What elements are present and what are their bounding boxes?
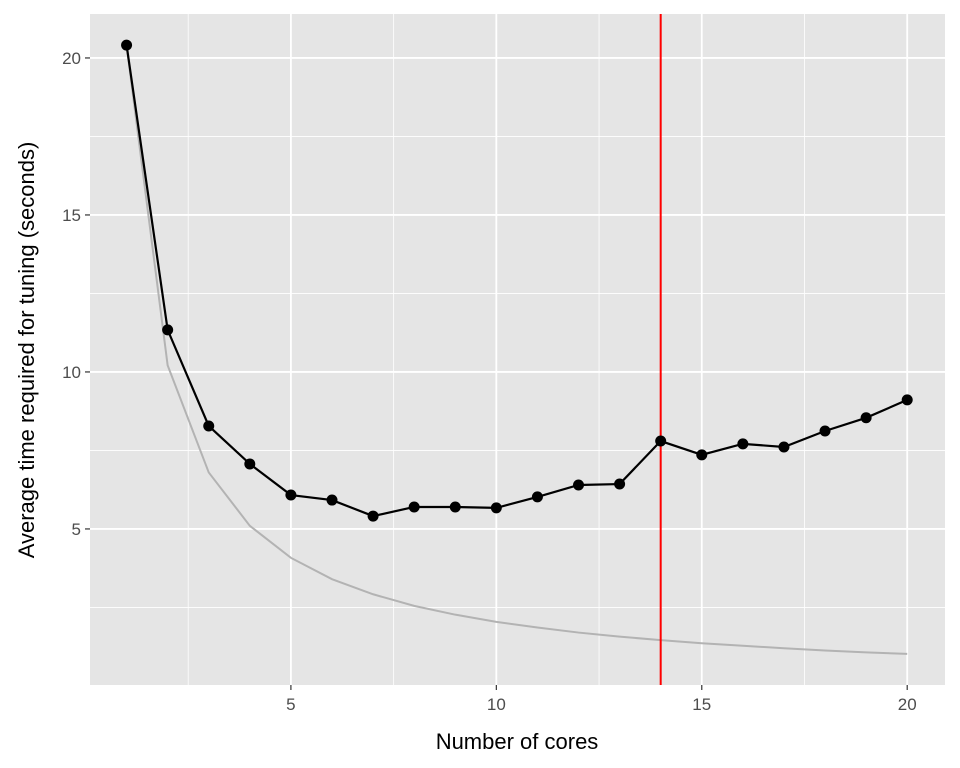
plot-panel bbox=[90, 14, 945, 685]
data-point bbox=[490, 502, 502, 514]
y-tick-label: 5 bbox=[72, 520, 81, 539]
series-line-measured bbox=[125, 44, 908, 518]
data-point bbox=[737, 438, 749, 450]
gridlines bbox=[90, 14, 945, 685]
data-point bbox=[203, 420, 215, 432]
series-line-ideal bbox=[125, 44, 908, 655]
data-point bbox=[121, 39, 133, 51]
data-point bbox=[696, 449, 708, 461]
data-point bbox=[573, 479, 585, 491]
x-tick-label: 20 bbox=[898, 695, 917, 714]
data-point bbox=[531, 491, 543, 503]
x-tick-label: 15 bbox=[692, 695, 711, 714]
data-point bbox=[285, 489, 297, 501]
y-tick-label: 10 bbox=[62, 363, 81, 382]
series-lines bbox=[125, 14, 908, 685]
x-axis-ticks: 5 10 15 20 bbox=[286, 685, 917, 714]
data-point bbox=[819, 425, 831, 437]
y-axis-title: Average time required for tuning (second… bbox=[14, 142, 39, 559]
y-axis-ticks: 5 10 15 20 bbox=[62, 49, 90, 539]
data-point bbox=[614, 478, 626, 490]
data-point bbox=[326, 494, 338, 506]
data-point bbox=[778, 441, 790, 453]
data-point bbox=[449, 501, 461, 513]
data-point bbox=[860, 412, 872, 424]
y-tick-label: 20 bbox=[62, 49, 81, 68]
series-points bbox=[121, 39, 913, 522]
data-point bbox=[901, 394, 913, 406]
data-point bbox=[244, 458, 256, 470]
x-tick-label: 5 bbox=[286, 695, 295, 714]
data-point bbox=[655, 435, 667, 447]
x-axis-title: Number of cores bbox=[436, 729, 599, 754]
data-point bbox=[162, 324, 174, 336]
x-tick-label: 10 bbox=[487, 695, 506, 714]
data-point bbox=[408, 501, 420, 513]
y-tick-label: 15 bbox=[62, 206, 81, 225]
data-point bbox=[367, 510, 379, 522]
